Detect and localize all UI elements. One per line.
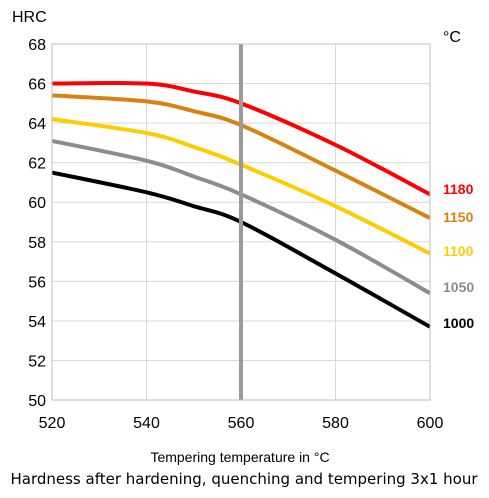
x-tick-label: 560 [228,415,255,432]
x-tick-label: 540 [133,415,160,432]
series-label-1000: 1000 [443,315,474,331]
series-line-1150 [51,93,431,220]
y-tick-label: 50 [28,393,46,410]
y-tick-label: 62 [28,156,46,173]
y-tick-label: 66 [28,77,46,94]
y-tick-label: 64 [28,116,46,133]
axis-ticks: 50 52 54 56 58 60 62 64 66 68 520 540 560 580 600 [28,37,443,432]
series-lines [51,80,431,329]
series-line-1180 [51,80,431,197]
plot-frame [51,43,431,401]
y-axis-label: HRC [12,9,47,26]
series-label-1100: 1100 [443,243,474,259]
y-tick-label: 54 [28,314,46,331]
series-line-1100 [51,117,431,256]
series-labels: 1180 1150 1100 1050 1000 [443,181,474,331]
series-line-1050 [51,138,431,295]
series-label-1180: 1180 [443,181,474,197]
y-tick-label: 60 [28,195,46,212]
series-label-1150: 1150 [443,209,474,225]
y-tick-label: 68 [28,37,46,54]
y-tick-label: 56 [28,274,46,291]
y-tick-label: 52 [28,353,46,370]
x-tick-label: 600 [417,415,444,432]
legend-unit-label: °C [443,29,461,46]
chart-caption: Hardness after hardening, quenching and … [10,470,478,488]
x-tick-label: 580 [322,415,349,432]
x-tick-label: 520 [39,415,66,432]
x-axis-label: Tempering temperature in °C [150,449,329,465]
y-tick-label: 58 [28,235,46,252]
series-line-1000 [51,170,431,329]
series-label-1050: 1050 [443,279,474,295]
